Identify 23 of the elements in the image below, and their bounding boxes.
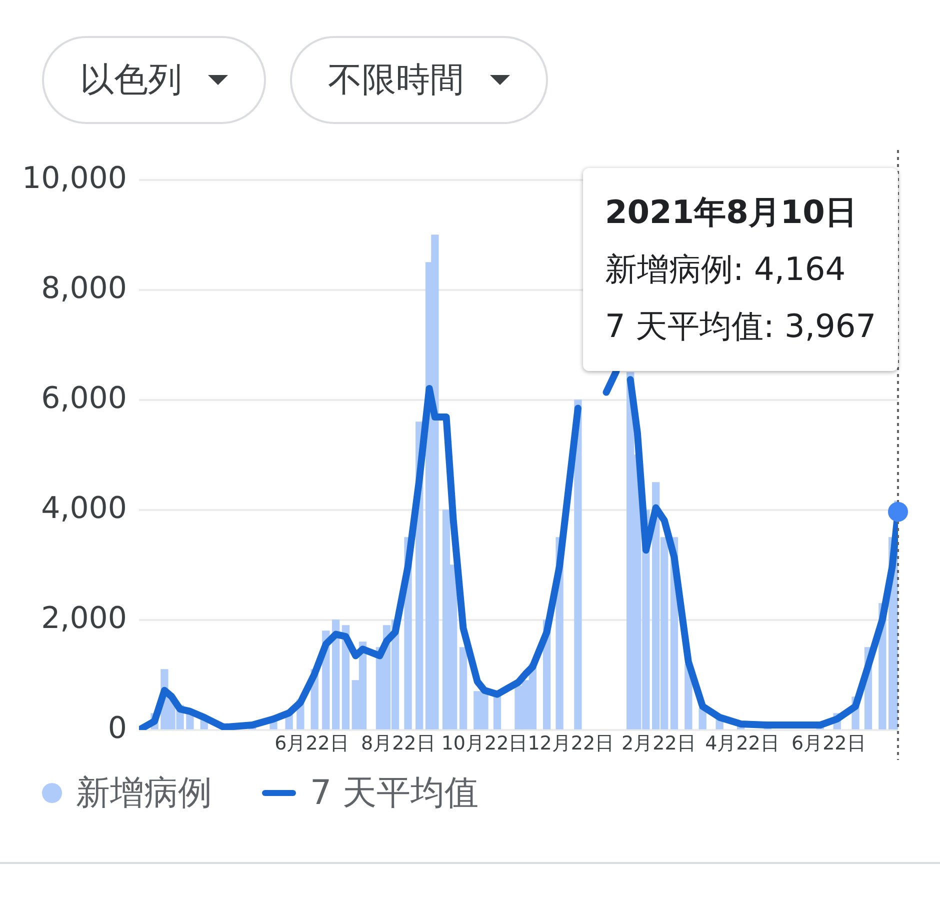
x-tick-label: 12月22日 bbox=[528, 732, 614, 754]
y-tick-label: 6,000 bbox=[41, 380, 127, 416]
y-tick-label: 0 bbox=[108, 710, 127, 746]
legend-label: 7 天平均值 bbox=[310, 772, 478, 815]
bar bbox=[574, 400, 582, 730]
annotation: 新增病例: 4,164 bbox=[605, 249, 847, 290]
y-tick-label: 4,000 bbox=[41, 490, 127, 526]
bar bbox=[459, 647, 468, 730]
y-tick-label: 8,000 bbox=[41, 270, 127, 306]
annotation: 7 天平均值: 3,967 bbox=[605, 306, 876, 347]
x-tick-label: 8月22日 bbox=[360, 732, 436, 754]
legend-label: 新增病例 bbox=[76, 772, 212, 815]
y-tick-label: 2,000 bbox=[41, 600, 127, 636]
x-tick-label: 6月22日 bbox=[274, 732, 349, 754]
annotation: 2021年8月10日 bbox=[605, 192, 858, 233]
text: 以色列 bbox=[80, 59, 182, 102]
x-tick-label: 10月22日 bbox=[441, 732, 528, 754]
y-tick-label: 10,000 bbox=[22, 160, 127, 196]
x-tick-label: 6月22日 bbox=[791, 732, 866, 754]
x-tick-label: 4月22日 bbox=[705, 732, 780, 754]
text: 不限時間 bbox=[328, 59, 464, 102]
bar bbox=[332, 620, 340, 730]
x-tick-label: 2月22日 bbox=[622, 732, 696, 754]
